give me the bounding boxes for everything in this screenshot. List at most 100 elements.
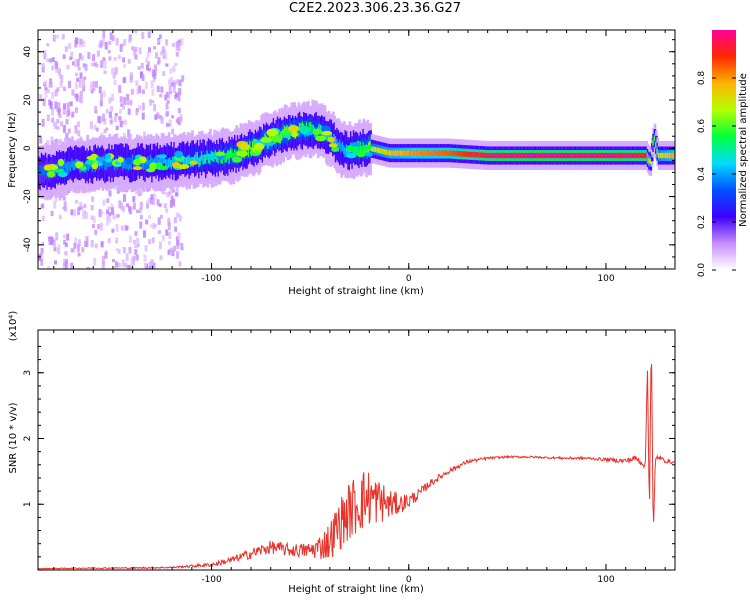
ridge-cell [459, 151, 462, 157]
noise-speckle [165, 208, 169, 213]
ridge-cell [551, 152, 555, 159]
ridge-blob [43, 164, 54, 171]
noise-speckle [75, 72, 79, 77]
noise-speckle [102, 57, 106, 61]
noise-speckle [92, 216, 96, 223]
ridge-cell [149, 154, 153, 165]
noise-speckle [41, 63, 45, 71]
noise-speckle [39, 94, 43, 102]
ridge-cell [383, 149, 386, 155]
ridge-cell [490, 152, 494, 159]
ridge-cell [421, 150, 425, 156]
ridge-blob [120, 161, 127, 169]
noise-speckle [80, 83, 84, 87]
ridge-cell [249, 140, 252, 151]
noise-speckle [168, 84, 172, 93]
ridge-cell [475, 152, 479, 158]
noise-speckle [107, 238, 111, 244]
noise-speckle [176, 244, 180, 250]
noise-speckle [143, 262, 147, 268]
ridge-cell [605, 152, 608, 159]
ridge-cell [534, 152, 538, 159]
ridge-blob [156, 162, 163, 170]
noise-speckle [145, 57, 149, 64]
ridge-cell [58, 161, 62, 172]
noise-speckle [177, 232, 181, 241]
ridge-cell [635, 152, 639, 159]
noise-speckle [82, 85, 86, 92]
noise-speckle [96, 50, 100, 57]
ridge-cell [659, 152, 662, 159]
noise-speckle [82, 63, 86, 68]
ridge-cell [465, 151, 469, 157]
noise-speckle [172, 86, 176, 93]
noise-speckle [93, 106, 97, 110]
ridge-cell [470, 151, 473, 158]
ridge-cell [162, 155, 165, 165]
colorbar-tick-label: 0.6 [697, 119, 707, 134]
ridge-cell [298, 122, 302, 133]
ridge-cell [536, 152, 539, 159]
ridge-cell [420, 150, 423, 156]
ridge-blob [287, 125, 300, 133]
ridge-cell [494, 152, 498, 159]
noise-speckle [52, 34, 56, 42]
ridge-blob [232, 156, 242, 163]
noise-speckle [175, 212, 179, 219]
noise-speckle [119, 108, 123, 114]
noise-speckle [131, 46, 135, 51]
noise-speckle [152, 77, 156, 83]
ridge-cell [430, 150, 433, 156]
ridge-cell [540, 152, 544, 159]
noise-speckle [161, 235, 165, 241]
noise-speckle [70, 248, 74, 253]
noise-speckle [164, 51, 168, 60]
noise-speckle [62, 234, 66, 239]
ridge-cell [160, 156, 164, 167]
noise-speckle [117, 54, 121, 60]
noise-speckle [161, 46, 165, 54]
ridge-cell [604, 152, 607, 159]
ridge-blob [315, 135, 327, 142]
ridge-blob [117, 156, 124, 163]
noise-speckle [176, 239, 180, 246]
noise-speckle [69, 101, 73, 107]
ridge-cell [496, 152, 499, 159]
noise-speckle [103, 60, 107, 69]
ridge-cell [521, 152, 524, 159]
noise-speckle [177, 43, 181, 52]
noise-speckle [148, 239, 152, 245]
noise-speckle [109, 119, 113, 125]
ridge-cell [163, 153, 167, 164]
noise-speckle [74, 125, 78, 129]
ridge-cell [449, 150, 452, 156]
noise-speckle [178, 88, 182, 95]
ridge-cell [452, 150, 455, 157]
noise-speckle [73, 242, 77, 249]
ridge-blob [365, 152, 373, 157]
noise-speckle [68, 80, 72, 89]
noise-speckle [90, 215, 94, 220]
ridge-cell [562, 152, 566, 159]
noise-speckle [124, 119, 128, 126]
noise-speckle [127, 58, 131, 64]
noise-speckle [64, 258, 68, 264]
noise-speckle [57, 102, 61, 110]
noise-speckle [44, 89, 48, 98]
ridge-cell [403, 150, 407, 156]
ridge-cell [471, 151, 475, 158]
noise-speckle [83, 76, 87, 81]
noise-speckle [167, 79, 171, 85]
ridge-cell [427, 150, 430, 156]
noise-speckle [108, 217, 112, 223]
noise-speckle [89, 121, 93, 129]
noise-speckle [95, 63, 99, 68]
noise-speckle [53, 201, 57, 209]
noise-speckle [64, 251, 68, 256]
ridge-cell [387, 150, 390, 156]
noise-speckle [77, 252, 81, 257]
ridge-cell [514, 152, 517, 159]
ridge-cell [344, 147, 348, 158]
noise-speckle [105, 109, 109, 114]
noise-speckle [87, 52, 91, 60]
